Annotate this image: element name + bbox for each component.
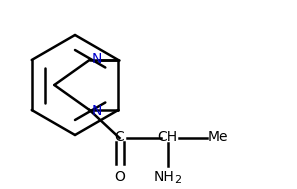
Text: 2: 2 bbox=[174, 175, 181, 185]
Text: N: N bbox=[91, 104, 102, 118]
Text: CH: CH bbox=[157, 130, 178, 144]
Text: Me: Me bbox=[207, 130, 228, 144]
Text: C: C bbox=[115, 130, 124, 144]
Text: O: O bbox=[114, 170, 125, 184]
Text: NH: NH bbox=[153, 170, 174, 184]
Text: N: N bbox=[91, 52, 102, 66]
